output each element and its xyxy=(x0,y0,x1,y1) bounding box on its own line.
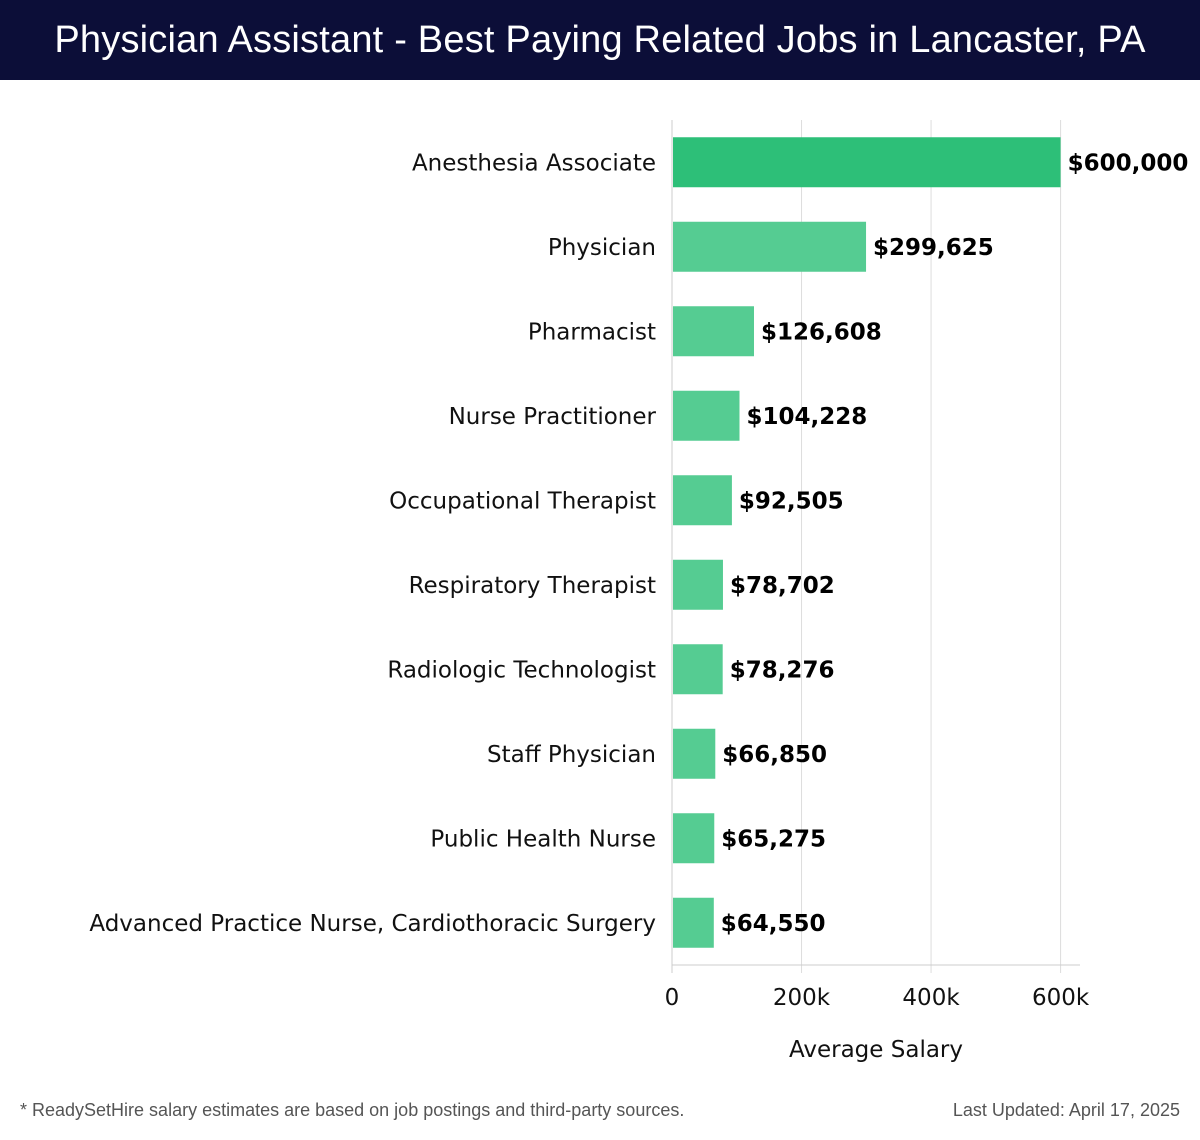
value-label: $299,625 xyxy=(873,235,994,261)
value-label: $65,275 xyxy=(721,826,826,852)
bar xyxy=(673,728,716,779)
category-label: Occupational Therapist xyxy=(389,488,656,514)
category-label: Advanced Practice Nurse, Cardiothoracic … xyxy=(89,911,656,937)
x-axis-title: Average Salary xyxy=(789,1037,963,1063)
value-label: $64,550 xyxy=(721,911,826,937)
bar xyxy=(673,221,867,272)
category-label: Anesthesia Associate xyxy=(412,150,656,176)
x-tick-label: 600k xyxy=(1032,985,1090,1011)
bar xyxy=(673,390,740,441)
category-label: Physician xyxy=(548,235,656,261)
page-title: Physician Assistant - Best Paying Relate… xyxy=(54,18,1146,61)
bar xyxy=(673,306,754,357)
value-label: $600,000 xyxy=(1068,150,1189,176)
value-label: $66,850 xyxy=(722,742,827,768)
bar xyxy=(673,813,715,864)
title-bar: Physician Assistant - Best Paying Relate… xyxy=(0,0,1200,80)
category-label: Public Health Nurse xyxy=(430,826,656,852)
x-tick-label: 0 xyxy=(665,985,680,1011)
footer-updated: Last Updated: April 17, 2025 xyxy=(952,1100,1180,1120)
value-label: $104,228 xyxy=(747,404,868,430)
value-label: $78,702 xyxy=(730,573,835,599)
bar xyxy=(673,475,732,526)
category-label: Staff Physician xyxy=(487,742,656,768)
bar xyxy=(673,897,714,948)
x-tick-label: 400k xyxy=(902,985,960,1011)
category-label: Pharmacist xyxy=(528,319,656,345)
bar xyxy=(673,137,1061,188)
bar-chart: Anesthesia Associate $600,000 Physician $29… xyxy=(89,120,1189,1063)
category-label: Respiratory Therapist xyxy=(409,573,656,599)
value-label: $78,276 xyxy=(730,657,835,683)
category-label: Radiologic Technologist xyxy=(387,657,656,683)
value-label: $92,505 xyxy=(739,488,844,514)
footer-note: * ReadySetHire salary estimates are base… xyxy=(20,1100,685,1120)
category-label: Nurse Practitioner xyxy=(449,404,657,430)
value-label: $126,608 xyxy=(761,319,882,345)
bar xyxy=(673,644,723,695)
x-tick-label: 200k xyxy=(773,985,831,1011)
bar xyxy=(673,559,723,610)
